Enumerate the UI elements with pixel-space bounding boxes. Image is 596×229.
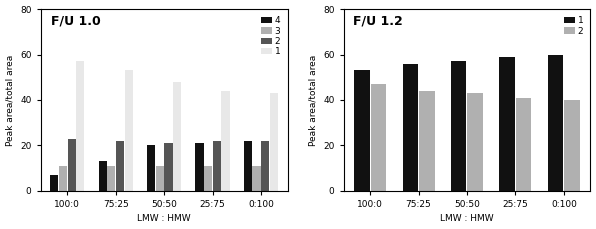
Bar xyxy=(98,161,107,191)
Bar xyxy=(371,84,386,191)
Bar xyxy=(59,166,67,191)
Bar xyxy=(499,57,515,191)
Bar xyxy=(50,175,58,191)
Text: F/U 1.0: F/U 1.0 xyxy=(51,14,100,27)
X-axis label: LMW : HMW: LMW : HMW xyxy=(137,214,191,224)
Bar xyxy=(204,166,212,191)
Bar xyxy=(564,100,580,191)
Bar xyxy=(402,64,418,191)
Bar xyxy=(270,93,278,191)
Bar xyxy=(164,143,173,191)
Legend: 4, 3, 2, 1: 4, 3, 2, 1 xyxy=(258,14,283,59)
Bar xyxy=(467,93,483,191)
Bar xyxy=(253,166,260,191)
Bar xyxy=(244,141,252,191)
Bar xyxy=(451,61,467,191)
Bar xyxy=(261,141,269,191)
Bar xyxy=(548,55,563,191)
Bar xyxy=(173,82,181,191)
Y-axis label: Peak area/total area: Peak area/total area xyxy=(5,54,14,146)
Bar xyxy=(213,141,221,191)
Y-axis label: Peak area/total area: Peak area/total area xyxy=(308,54,318,146)
Bar xyxy=(107,166,116,191)
Bar xyxy=(67,139,76,191)
Bar xyxy=(354,70,370,191)
Bar xyxy=(195,143,204,191)
Bar xyxy=(222,91,229,191)
Bar xyxy=(419,91,434,191)
Legend: 1, 2: 1, 2 xyxy=(561,14,586,38)
X-axis label: LMW : HMW: LMW : HMW xyxy=(440,214,493,224)
Bar xyxy=(116,141,124,191)
Bar xyxy=(125,70,133,191)
Bar xyxy=(147,145,155,191)
Bar xyxy=(76,61,85,191)
Bar xyxy=(156,166,164,191)
Text: F/U 1.2: F/U 1.2 xyxy=(353,14,403,27)
Bar xyxy=(516,98,532,191)
